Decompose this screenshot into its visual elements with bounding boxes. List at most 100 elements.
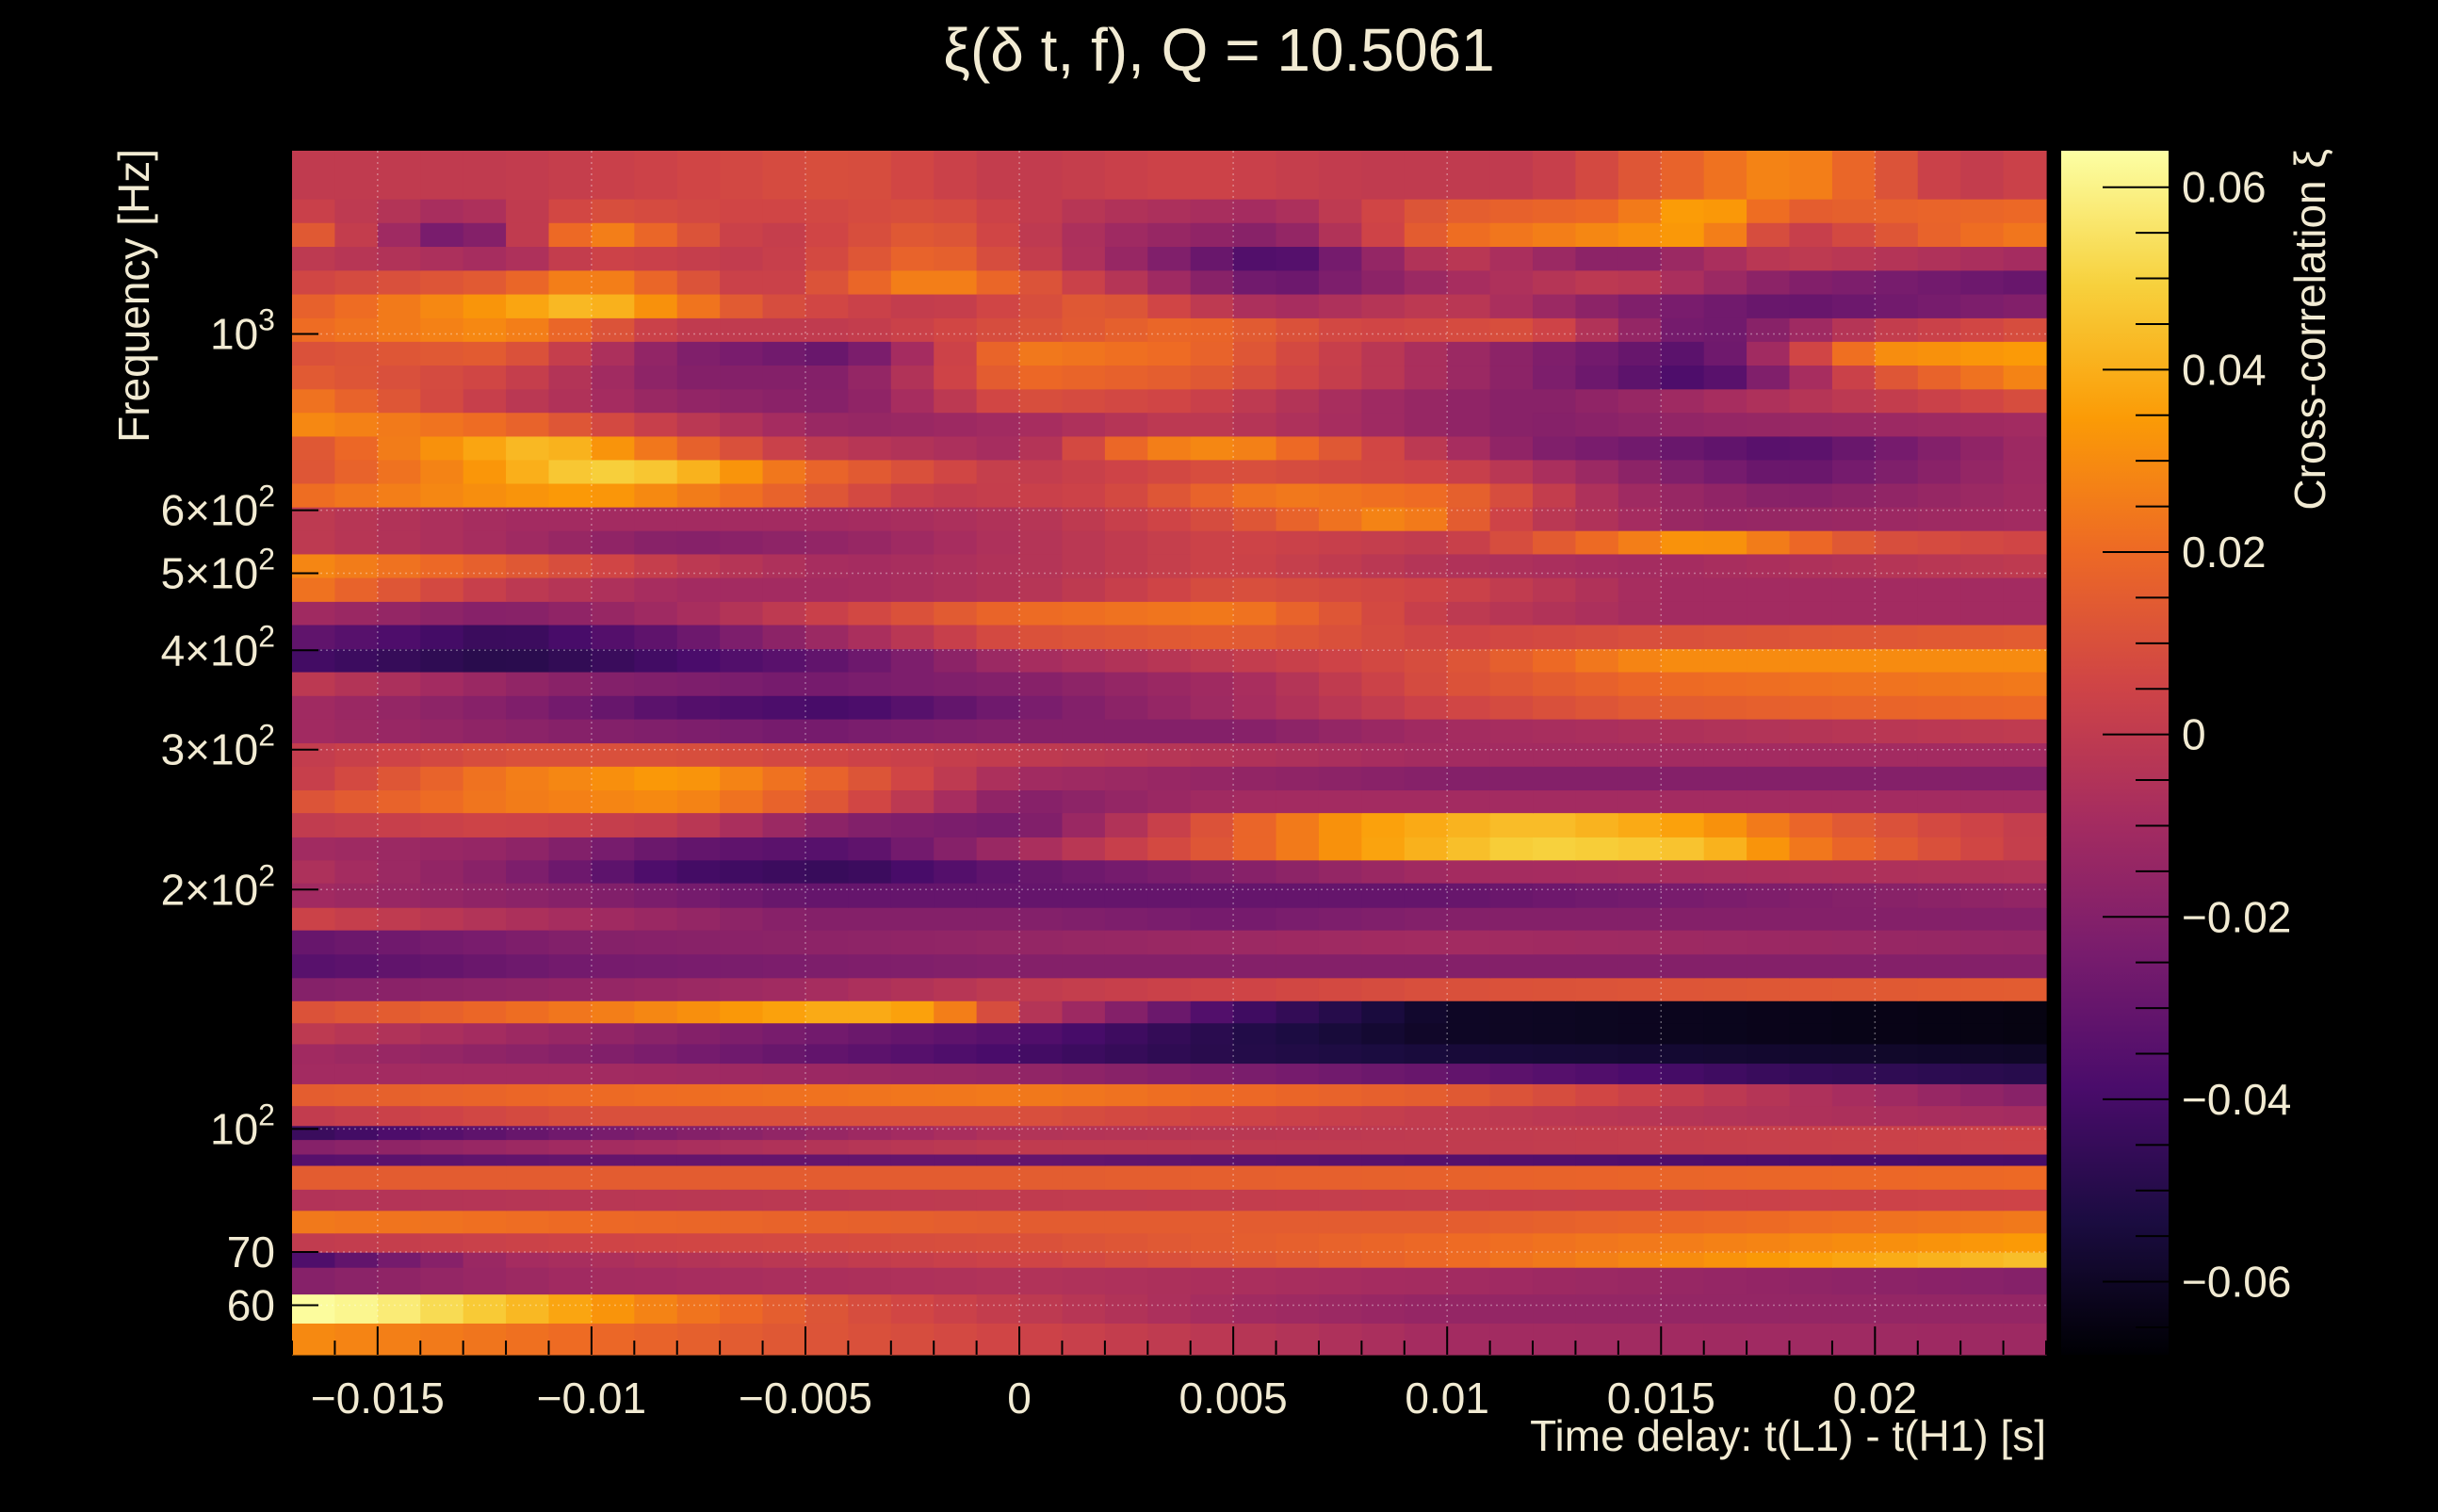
- heatmap-cell: [1917, 1164, 1961, 1190]
- heatmap-cell: [1019, 812, 1064, 837]
- heatmap-cell: [634, 671, 678, 696]
- heatmap-cell: [1533, 695, 1577, 720]
- heatmap-cell: [1062, 953, 1106, 979]
- heatmap-cell: [1789, 1000, 1833, 1024]
- heatmap-cell: [591, 837, 635, 861]
- heatmap-cell: [634, 648, 678, 673]
- heatmap-cell: [2003, 742, 2047, 767]
- heatmap-cell: [1960, 1164, 2005, 1190]
- heatmap-cell: [591, 907, 635, 931]
- heatmap-cell: [720, 812, 764, 837]
- heatmap-cell: [1276, 341, 1320, 366]
- heatmap-cell: [934, 1083, 978, 1107]
- heatmap-cell: [762, 1323, 806, 1356]
- heatmap-cell: [805, 671, 849, 696]
- heatmap-cell: [676, 317, 721, 342]
- heatmap-cell: [1361, 695, 1406, 720]
- heatmap-cell: [848, 695, 892, 720]
- heatmap-cell: [1533, 953, 1577, 979]
- heatmap-cell: [377, 648, 421, 673]
- heatmap-cell: [1190, 671, 1234, 696]
- heatmap-cell: [1575, 365, 1619, 390]
- heatmap-cell: [1318, 151, 1362, 200]
- heatmap-cell: [1917, 1323, 1961, 1356]
- heatmap-cell: [420, 1125, 464, 1141]
- heatmap-cell: [1703, 1164, 1747, 1190]
- heatmap-cell: [1917, 671, 1961, 696]
- heatmap-cell: [890, 388, 935, 414]
- heatmap-cell: [848, 789, 892, 814]
- heatmap-cell: [1361, 1267, 1406, 1295]
- heatmap-cell: [934, 412, 978, 437]
- heatmap-cell: [634, 199, 678, 223]
- heatmap-cell: [506, 812, 550, 837]
- heatmap-cell: [1276, 601, 1320, 626]
- heatmap-cell: [1831, 789, 1876, 814]
- heatmap-cell: [1276, 883, 1320, 908]
- heatmap-cell: [1019, 222, 1064, 248]
- heatmap-cell: [934, 482, 978, 508]
- heatmap-cell: [334, 1125, 379, 1141]
- heatmap-cell: [676, 388, 721, 414]
- heatmap-cell: [1447, 930, 1491, 955]
- heatmap-cell: [1147, 1153, 1192, 1166]
- heatmap-cell: [1489, 1293, 1534, 1324]
- heatmap-cell: [676, 1189, 721, 1211]
- heatmap-cell: [1147, 1043, 1192, 1065]
- heatmap-cell: [762, 601, 806, 626]
- heatmap-cell: [292, 1210, 336, 1234]
- heatmap-cell: [1233, 246, 1277, 271]
- heatmap-cell: [377, 977, 421, 1001]
- heatmap-cell: [1960, 317, 2005, 342]
- heatmap-cell: [1575, 977, 1619, 1001]
- heatmap-cell: [1875, 859, 1919, 884]
- heatmap-cell: [420, 719, 464, 744]
- heatmap-cell: [292, 365, 336, 390]
- heatmap-cell: [1747, 907, 1791, 931]
- heatmap-cell: [591, 695, 635, 720]
- heatmap-cell: [634, 151, 678, 200]
- heatmap-cell: [1147, 388, 1192, 414]
- heatmap-cell: [1661, 530, 1705, 555]
- heatmap-cell: [1404, 648, 1448, 673]
- heatmap-cell: [1661, 1267, 1705, 1295]
- heatmap-cell: [591, 977, 635, 1001]
- heatmap-cell: [2003, 1267, 2047, 1295]
- heatmap-cell: [1190, 151, 1234, 200]
- heatmap-cell: [1361, 907, 1406, 931]
- heatmap-cell: [1960, 1043, 2005, 1065]
- heatmap-cell: [1276, 977, 1320, 1001]
- heatmap-cell: [591, 459, 635, 484]
- heatmap-cell: [1062, 1164, 1106, 1190]
- heatmap-cell: [1617, 671, 1662, 696]
- heatmap-cell: [292, 789, 336, 814]
- x-tick-label: −0.01: [537, 1374, 646, 1423]
- heatmap-cell: [1875, 719, 1919, 744]
- heatmap-cell: [2003, 907, 2047, 931]
- heatmap-cell: [890, 269, 935, 295]
- heatmap-cell: [720, 412, 764, 437]
- heatmap-cell: [848, 317, 892, 342]
- heatmap-cell: [1661, 577, 1705, 602]
- heatmap-cell: [1233, 530, 1277, 555]
- heatmap-cell: [1747, 953, 1791, 979]
- heatmap-cell: [1147, 577, 1192, 602]
- heatmap-cell: [1917, 482, 1961, 508]
- heatmap-cell: [1062, 553, 1106, 578]
- heatmap-cell: [420, 459, 464, 484]
- heatmap-cell: [934, 1293, 978, 1324]
- heatmap-cell: [1533, 412, 1577, 437]
- heatmap-cell: [463, 1125, 507, 1141]
- heatmap-cell: [1533, 1083, 1577, 1107]
- heatmap-cell: [1960, 789, 2005, 814]
- heatmap-cell: [292, 482, 336, 508]
- x-tick-label: 0.02: [1833, 1374, 1918, 1423]
- heatmap-cell: [1318, 1232, 1362, 1253]
- heatmap-cell: [890, 1252, 935, 1268]
- heatmap-cell: [1361, 624, 1406, 650]
- heatmap-cell: [1361, 671, 1406, 696]
- heatmap-cell: [1104, 742, 1148, 767]
- heatmap-cell: [1404, 1125, 1448, 1141]
- heatmap-cell: [634, 341, 678, 366]
- heatmap-cell: [292, 766, 336, 791]
